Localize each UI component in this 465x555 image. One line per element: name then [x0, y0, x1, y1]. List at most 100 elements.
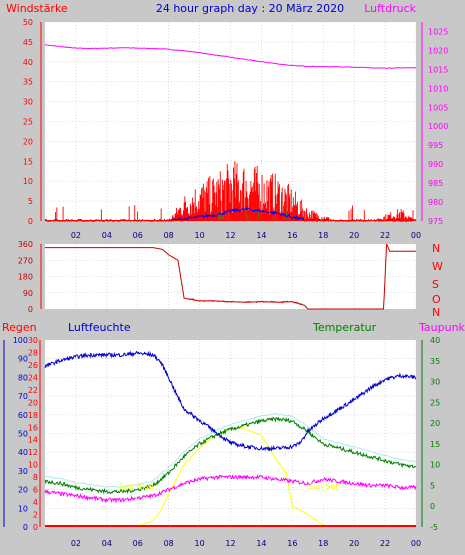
rain-tick-label-14: 14 [28, 436, 38, 445]
time-tick-label-bottom-04: 04 [102, 539, 112, 548]
humidity-tick-label-100: 100 [13, 336, 28, 345]
humidity-tick-label-30: 30 [18, 467, 28, 476]
wind-tick-label-45: 45 [23, 38, 33, 47]
pressure-tick-label-1000: 1000 [428, 122, 448, 131]
rain-tick-label-18: 18 [28, 411, 38, 420]
temperature-tick-label-40: 40 [430, 336, 440, 345]
time-tick-label-bottom-08: 08 [164, 539, 174, 548]
humidity-tick-label-20: 20 [18, 486, 28, 495]
temperature-tick-label-20: 20 [430, 419, 440, 428]
temperature-tick-label-30: 30 [430, 378, 440, 387]
time-tick-label-top-20: 20 [349, 231, 359, 240]
rain-tick-label-16: 16 [28, 423, 38, 432]
pressure-tick-label-1010: 1010 [428, 84, 448, 93]
temperature-tick-label-5: 5 [430, 481, 435, 490]
temperature-tick-label-15: 15 [430, 440, 440, 449]
time-tick-label-bottom-16: 16 [287, 539, 297, 548]
time-tick-label-top-06: 06 [133, 231, 143, 240]
pressure-tick-label-1015: 1015 [428, 65, 448, 74]
pressure-tick-label-990: 990 [428, 160, 443, 169]
rain-tick-label-10: 10 [28, 461, 38, 470]
humidity-tick-label-70: 70 [18, 392, 28, 401]
pressure-tick-label-1005: 1005 [428, 103, 448, 112]
pressure-tick-label-980: 980 [428, 198, 443, 207]
time-tick-label-bottom-00: 00 [411, 539, 421, 548]
rain-tick-label-6: 6 [33, 486, 38, 495]
temperature-tick-label-0: 0 [430, 502, 435, 511]
sunrise-label: Sun Rise [119, 482, 154, 491]
time-tick-label-top-02: 02 [71, 231, 81, 240]
time-tick-label-bottom-02: 02 [71, 539, 81, 548]
humidity-axis-title: Luftfeuchte [68, 321, 131, 334]
wind-tick-label-5: 5 [28, 197, 33, 206]
pressure-axis-title: Luftdruck [364, 2, 416, 15]
pressure-tick-label-975: 975 [428, 217, 443, 226]
direction-tick-label-360: 360 [18, 240, 33, 249]
direction-letter-n-top: N [432, 242, 440, 255]
temperature-tick-label-35: 35 [430, 357, 440, 366]
humidity-tick-label-0: 0 [23, 523, 28, 532]
wind-tick-label-10: 10 [23, 177, 33, 186]
humidity-tick-label-10: 10 [18, 504, 28, 513]
direction-tick-label-270: 270 [18, 256, 33, 265]
dewpoint-axis-title: Taupunkt [418, 321, 465, 334]
time-tick-label-bottom-12: 12 [225, 539, 235, 548]
temperature-axis-title: Temperatur [312, 321, 377, 334]
time-tick-label-bottom-18: 18 [318, 539, 328, 548]
temperature-tick-label--5: -5 [430, 523, 438, 532]
time-tick-label-top-14: 14 [256, 231, 266, 240]
humidity-tick-label-80: 80 [18, 373, 28, 382]
humidity-tick-label-60: 60 [18, 411, 28, 420]
wind-tick-label-25: 25 [23, 118, 33, 127]
time-tick-label-top-04: 04 [102, 231, 112, 240]
temperature-line [44, 416, 417, 495]
rain-tick-label-12: 12 [28, 448, 38, 457]
time-tick-label-top-16: 16 [287, 231, 297, 240]
time-tick-label-bottom-22: 22 [380, 539, 390, 548]
direction-tick-label-180: 180 [18, 273, 33, 282]
time-tick-label-bottom-06: 06 [133, 539, 143, 548]
rain-axis-title: Regen [2, 321, 37, 334]
time-tick-label-bottom-10: 10 [194, 539, 204, 548]
rain-tick-label-26: 26 [28, 361, 38, 370]
chart-marks: Sun Rise Sun Set [44, 44, 417, 528]
dewpoint-line [44, 473, 417, 504]
humidity-tick-label-40: 40 [18, 448, 28, 457]
rain-tick-label-30: 30 [28, 336, 38, 345]
time-tick-label-top-22: 22 [380, 231, 390, 240]
wind-tick-label-15: 15 [23, 157, 33, 166]
direction-letter-o: O [432, 293, 441, 306]
temperature-tick-label-10: 10 [430, 461, 440, 470]
wind-tick-label-0: 0 [28, 217, 33, 226]
grid-lines [3, 21, 423, 527]
rain-tick-label-20: 20 [28, 398, 38, 407]
rain-tick-label-24: 24 [28, 373, 38, 382]
direction-tick-label-0: 0 [28, 305, 33, 314]
humidity-tick-label-90: 90 [18, 355, 28, 364]
time-tick-label-bottom-14: 14 [256, 539, 266, 548]
temperature-halo [44, 413, 417, 488]
rain-tick-label-28: 28 [28, 348, 38, 357]
rain-tick-label-4: 4 [33, 498, 38, 507]
time-tick-label-top-12: 12 [225, 231, 235, 240]
time-tick-label-bottom-20: 20 [349, 539, 359, 548]
direction-letter-s: S [432, 278, 439, 291]
wind-axis-title: Windstärke [6, 2, 68, 15]
wind-tick-label-20: 20 [23, 137, 33, 146]
time-tick-label-top-00: 00 [411, 231, 421, 240]
wind-tick-label-35: 35 [23, 78, 33, 87]
time-tick-label-top-18: 18 [318, 231, 328, 240]
wind-direction-line [45, 243, 416, 310]
direction-tick-label-90: 90 [23, 289, 33, 298]
humidity-tick-label-50: 50 [18, 430, 28, 439]
rain-tick-label-2: 2 [33, 511, 38, 520]
rain-tick-label-0: 0 [33, 523, 38, 532]
time-tick-label-top-10: 10 [194, 231, 204, 240]
wind-tick-label-50: 50 [23, 18, 33, 27]
sunset-label: Sun Set [308, 482, 339, 491]
rain-tick-label-22: 22 [28, 386, 38, 395]
pressure-tick-label-995: 995 [428, 141, 443, 150]
wind-tick-label-30: 30 [23, 98, 33, 107]
